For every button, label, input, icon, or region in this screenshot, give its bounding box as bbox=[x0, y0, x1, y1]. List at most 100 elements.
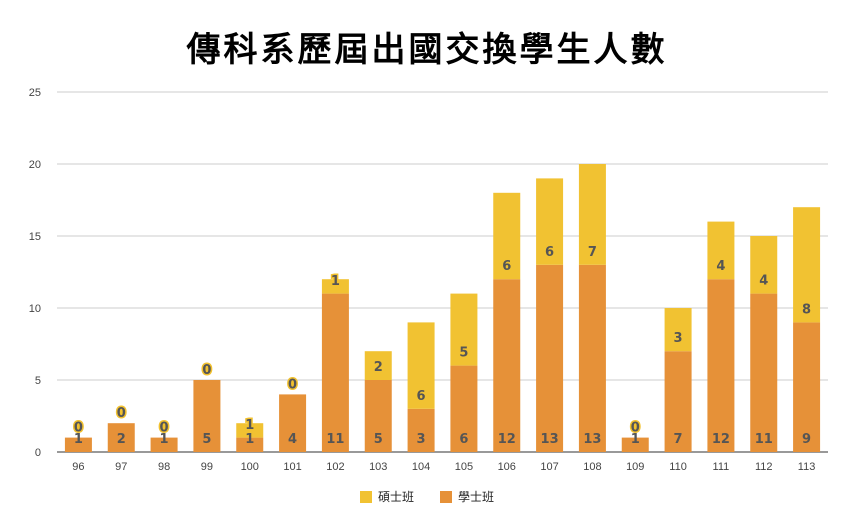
data-label-master: 1 bbox=[245, 418, 254, 433]
data-label-bachelor: 13 bbox=[583, 432, 601, 447]
bar-bachelor bbox=[364, 380, 392, 452]
bar-bachelor bbox=[236, 437, 264, 452]
bar-master bbox=[664, 308, 692, 352]
data-label-bachelor: 1 bbox=[631, 432, 640, 447]
x-tick-label: 106 bbox=[498, 461, 516, 473]
x-tick-label: 100 bbox=[241, 461, 259, 473]
legend: 碩士班 學士班 bbox=[0, 488, 854, 505]
y-tick-label: 5 bbox=[35, 375, 41, 387]
data-label-bachelor: 13 bbox=[541, 432, 559, 447]
legend-swatch-master bbox=[359, 490, 372, 503]
bar-bachelor bbox=[407, 408, 435, 452]
x-tick-label: 105 bbox=[455, 461, 473, 473]
data-label-bachelor: 6 bbox=[459, 432, 468, 447]
data-label-bachelor: 1 bbox=[74, 432, 83, 447]
bar-master bbox=[793, 207, 821, 323]
bar-master bbox=[236, 423, 264, 438]
bar-master bbox=[750, 236, 778, 294]
legend-swatch-bachelor bbox=[440, 490, 452, 503]
y-tick-label: 20 bbox=[29, 159, 41, 171]
x-tick-label: 101 bbox=[283, 461, 301, 473]
bar-bachelor bbox=[707, 279, 735, 452]
legend-label-bachelor: 學士班 bbox=[458, 490, 495, 504]
y-tick-label: 0 bbox=[35, 447, 41, 459]
data-label-master: 6 bbox=[545, 245, 554, 260]
y-tick-label: 10 bbox=[29, 303, 41, 315]
bar-bachelor bbox=[64, 437, 92, 452]
x-tick-label: 109 bbox=[626, 461, 644, 473]
bar-bachelor bbox=[664, 351, 692, 452]
x-tick-label: 99 bbox=[201, 461, 213, 473]
data-label-bachelor: 4 bbox=[288, 432, 297, 447]
bar-bachelor bbox=[536, 264, 564, 452]
data-label-master: 0 bbox=[631, 421, 640, 436]
bar-master bbox=[493, 192, 521, 280]
bar-master bbox=[407, 322, 435, 409]
data-label-master: 0 bbox=[117, 406, 126, 421]
data-label-master: 4 bbox=[716, 259, 725, 274]
data-label-bachelor: 11 bbox=[755, 432, 773, 447]
y-tick-label: 15 bbox=[29, 231, 41, 243]
bar-bachelor bbox=[793, 322, 821, 452]
bar-bachelor bbox=[321, 293, 349, 452]
data-label-master: 4 bbox=[759, 274, 768, 289]
bar-master bbox=[578, 164, 606, 265]
data-label-master: 6 bbox=[502, 259, 511, 274]
bar-master bbox=[707, 221, 735, 280]
data-label-master: 8 bbox=[802, 302, 811, 317]
data-label-bachelor: 7 bbox=[674, 432, 683, 447]
data-label-master: 0 bbox=[202, 363, 211, 378]
legend-item-bachelor[interactable]: 學士班 bbox=[440, 488, 494, 505]
x-tick-label: 96 bbox=[72, 461, 84, 473]
data-label-bachelor: 11 bbox=[326, 432, 344, 447]
data-label-master: 1 bbox=[331, 274, 340, 289]
legend-label-master: 碩士班 bbox=[377, 490, 414, 504]
legend-item-master[interactable]: 碩士班 bbox=[359, 488, 414, 505]
data-label-bachelor: 3 bbox=[417, 432, 426, 447]
bar-master bbox=[450, 293, 478, 366]
x-tick-label: 113 bbox=[798, 461, 816, 473]
data-label-bachelor: 12 bbox=[498, 432, 516, 447]
data-label-bachelor: 1 bbox=[245, 432, 254, 447]
bar-bachelor bbox=[107, 423, 135, 452]
x-tick-label: 111 bbox=[713, 461, 730, 473]
bar-bachelor bbox=[150, 437, 178, 452]
x-tick-label: 107 bbox=[540, 461, 558, 473]
x-tick-label: 98 bbox=[158, 461, 170, 473]
bar-master bbox=[364, 351, 392, 380]
chart-title: 傳科系歷屆出國交換學生人數 bbox=[186, 30, 668, 70]
y-tick-label: 25 bbox=[29, 87, 41, 99]
data-label-bachelor: 5 bbox=[374, 432, 383, 447]
bar-bachelor bbox=[450, 365, 478, 452]
data-label-bachelor: 12 bbox=[712, 432, 730, 447]
bar-bachelor bbox=[493, 279, 521, 452]
data-label-bachelor: 2 bbox=[117, 432, 126, 447]
bar-bachelor bbox=[750, 293, 778, 452]
bar-master bbox=[321, 279, 349, 294]
bar-bachelor bbox=[621, 437, 649, 452]
x-tick-label: 108 bbox=[583, 461, 601, 473]
x-tick-label: 103 bbox=[369, 461, 387, 473]
x-tick-label: 110 bbox=[669, 461, 687, 473]
x-tick-label: 112 bbox=[755, 461, 773, 473]
bar-bachelor bbox=[578, 264, 606, 452]
data-label-bachelor: 5 bbox=[202, 432, 211, 447]
data-label-master: 6 bbox=[417, 389, 426, 404]
x-tick-label: 97 bbox=[115, 461, 127, 473]
data-label-master: 0 bbox=[160, 421, 169, 436]
data-label-bachelor: 9 bbox=[802, 432, 811, 447]
data-label-master: 0 bbox=[288, 377, 297, 392]
data-label-master: 0 bbox=[74, 421, 83, 436]
data-label-master: 2 bbox=[374, 360, 383, 375]
data-label-master: 7 bbox=[588, 245, 597, 260]
data-label-bachelor: 1 bbox=[160, 432, 169, 447]
x-tick-label: 102 bbox=[326, 461, 344, 473]
bar-master bbox=[536, 178, 564, 265]
x-tick-label: 104 bbox=[412, 461, 430, 473]
bar-bachelor bbox=[279, 394, 307, 452]
data-label-master: 3 bbox=[674, 331, 683, 346]
bar-bachelor bbox=[193, 380, 221, 452]
data-label-master: 5 bbox=[459, 346, 468, 361]
